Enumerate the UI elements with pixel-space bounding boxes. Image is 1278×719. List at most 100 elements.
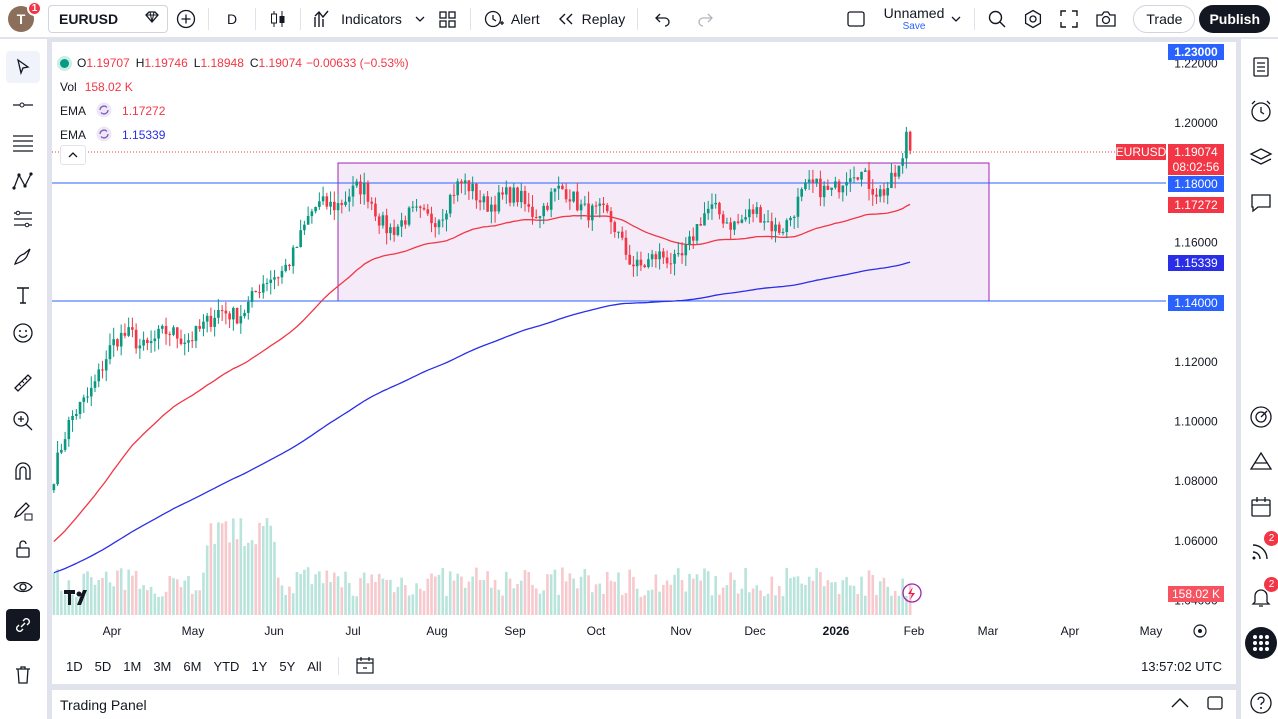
maximize-panel-button[interactable] bbox=[1206, 694, 1224, 715]
delete-tool[interactable] bbox=[6, 659, 40, 691]
utc-clock[interactable]: 13:57:02 UTC bbox=[1141, 658, 1222, 674]
candle-body bbox=[127, 327, 130, 336]
refresh-icon[interactable] bbox=[96, 126, 112, 145]
ema-fast-label-bg bbox=[1168, 197, 1224, 213]
ideas-stream-button[interactable]: 2 bbox=[1245, 531, 1278, 567]
replay-button[interactable]: Replay bbox=[548, 0, 634, 38]
volume-bar bbox=[299, 573, 302, 615]
cursor-tool[interactable] bbox=[6, 51, 40, 83]
alerts-panel-button[interactable] bbox=[1245, 95, 1277, 127]
volume-bar bbox=[744, 567, 747, 615]
user-avatar[interactable]: T 1 bbox=[8, 0, 42, 32]
trading-panel-header[interactable]: Trading Panel bbox=[52, 690, 1236, 719]
volume-bar bbox=[834, 582, 837, 615]
lock-tool[interactable] bbox=[6, 533, 40, 565]
indicators-button[interactable]: Indicators bbox=[305, 0, 410, 38]
price-chart[interactable]: 1.220001.200001.160001.120001.100001.080… bbox=[52, 42, 1236, 684]
visibility-tool[interactable] bbox=[6, 571, 40, 603]
undo-icon bbox=[655, 13, 670, 27]
ema-fast-row[interactable]: EMA 1.17272 bbox=[60, 99, 409, 123]
watchlist-button[interactable] bbox=[1245, 51, 1277, 83]
ruler-tool[interactable] bbox=[6, 367, 40, 399]
settings-button[interactable] bbox=[1015, 0, 1051, 38]
redo-button[interactable] bbox=[684, 0, 726, 38]
volume-bar bbox=[508, 578, 512, 615]
layout-name-button[interactable]: Unnamed Save bbox=[870, 0, 951, 38]
quick-search-button[interactable] bbox=[979, 0, 1015, 38]
range-6m[interactable]: 6M bbox=[183, 658, 202, 674]
publish-button[interactable]: Publish bbox=[1199, 4, 1270, 33]
candle-body bbox=[344, 201, 347, 205]
volume-bar bbox=[172, 578, 175, 615]
interval-button[interactable]: D bbox=[213, 0, 251, 38]
range-3m[interactable]: 3M bbox=[153, 658, 172, 674]
trend-line-tool[interactable] bbox=[6, 89, 40, 121]
goto-date-button[interactable] bbox=[349, 655, 383, 678]
candle-body bbox=[366, 182, 370, 202]
candle-body bbox=[680, 253, 684, 256]
drawing-mode-tool[interactable] bbox=[6, 495, 40, 527]
ema-slow-line[interactable] bbox=[53, 261, 911, 574]
market-status-dot[interactable] bbox=[60, 58, 69, 68]
indicators-menu-button[interactable] bbox=[410, 0, 430, 38]
axis-settings-icon[interactable] bbox=[1193, 624, 1207, 638]
volume-row[interactable]: Vol 158.02 K bbox=[60, 75, 409, 99]
lightning-icon[interactable] bbox=[902, 583, 922, 603]
screener-button[interactable] bbox=[1245, 401, 1277, 433]
object-tree-button[interactable] bbox=[1245, 141, 1277, 173]
forecast-tool[interactable] bbox=[6, 203, 40, 235]
candle-body bbox=[497, 192, 501, 212]
time-axis[interactable]: Apr May Jun Jul Aug Sep Oct Nov Dec 2026 Feb Mar Apr… bbox=[103, 624, 1163, 638]
range-ytd[interactable]: YTD bbox=[213, 658, 240, 674]
volume-bar bbox=[276, 577, 280, 615]
range-all[interactable]: All bbox=[307, 658, 322, 674]
brush-tool[interactable] bbox=[6, 241, 40, 273]
candle-body bbox=[890, 172, 893, 188]
help-button[interactable] bbox=[1245, 687, 1277, 719]
candle-body bbox=[605, 205, 609, 212]
layout-select[interactable] bbox=[842, 0, 870, 38]
emoji-tool[interactable] bbox=[6, 317, 40, 349]
snapshot-button[interactable] bbox=[1087, 0, 1125, 38]
fib-tool[interactable] bbox=[6, 127, 40, 159]
chats-button[interactable] bbox=[1245, 187, 1277, 219]
magnet-tool[interactable] bbox=[6, 455, 40, 487]
zoom-tool[interactable] bbox=[6, 405, 40, 437]
compare-icon[interactable] bbox=[143, 8, 161, 29]
ema-slow-row[interactable]: EMA 1.15339 bbox=[60, 123, 409, 147]
chevron-down-icon bbox=[415, 16, 425, 22]
range-5y[interactable]: 5Y bbox=[279, 658, 296, 674]
refresh-icon[interactable] bbox=[96, 102, 112, 121]
trade-button[interactable]: Trade bbox=[1133, 4, 1196, 33]
notifications-button[interactable]: 2 bbox=[1245, 577, 1278, 613]
layouts-button[interactable] bbox=[430, 0, 466, 38]
calendar-button[interactable] bbox=[1245, 491, 1277, 523]
apps-button[interactable] bbox=[1245, 627, 1277, 659]
candle-body bbox=[265, 282, 269, 284]
alert-button[interactable]: Alert bbox=[475, 0, 548, 38]
range-1m[interactable]: 1M bbox=[123, 658, 142, 674]
price-axis[interactable]: 1.220001.200001.160001.120001.100001.080… bbox=[1174, 56, 1218, 607]
chart-pane[interactable]: 1.22000 1.20000 1.16000 1.12000 1.10000 1.080… bbox=[52, 42, 1236, 684]
text-tool[interactable] bbox=[6, 279, 40, 311]
add-symbol-button[interactable] bbox=[168, 0, 204, 38]
candle-body bbox=[863, 170, 867, 172]
range-1d[interactable]: 1D bbox=[66, 658, 83, 674]
collapse-legend-button[interactable] bbox=[60, 145, 86, 165]
sync-drawings-tool[interactable] bbox=[6, 609, 40, 641]
expand-panel-button[interactable] bbox=[1170, 696, 1190, 713]
ema-fast-line[interactable] bbox=[53, 203, 911, 542]
undo-button[interactable] bbox=[642, 0, 684, 38]
chart-type-button[interactable] bbox=[260, 0, 296, 38]
symbol-search[interactable]: EURUSD bbox=[48, 4, 168, 33]
pine-button[interactable] bbox=[1245, 445, 1277, 477]
layout-menu-button[interactable] bbox=[950, 0, 970, 38]
range-5d[interactable]: 5D bbox=[94, 658, 112, 674]
volume-bar bbox=[576, 588, 579, 615]
fullscreen-button[interactable] bbox=[1051, 0, 1087, 38]
candle-body bbox=[149, 341, 153, 344]
pattern-tool[interactable] bbox=[6, 165, 40, 197]
volume-bar bbox=[736, 593, 740, 615]
help-icon bbox=[1250, 692, 1272, 714]
range-1y[interactable]: 1Y bbox=[251, 658, 268, 674]
